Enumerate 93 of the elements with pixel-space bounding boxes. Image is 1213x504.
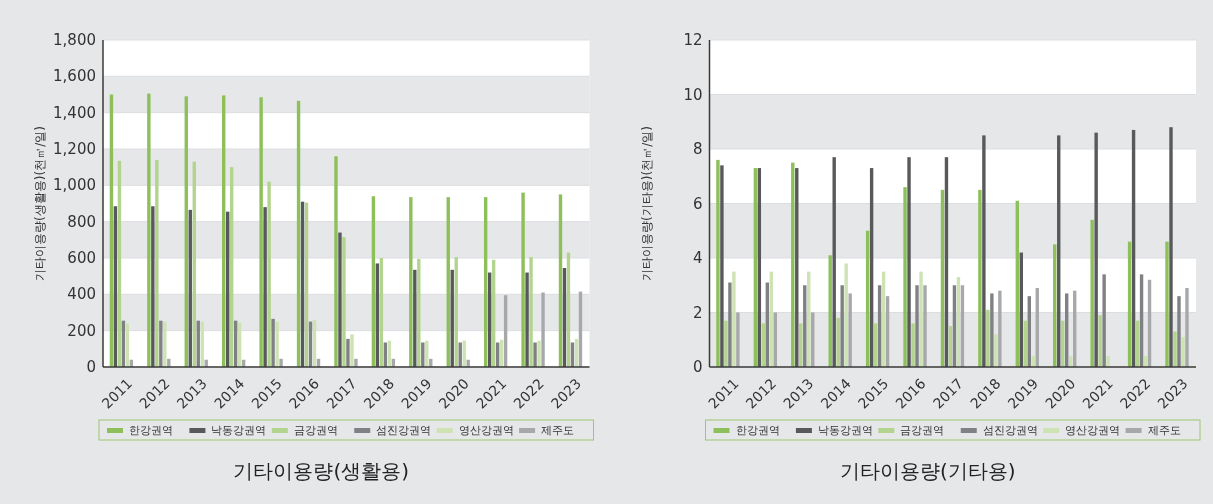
text: 기타이용량(생활용) [233, 459, 410, 483]
bar [533, 342, 537, 367]
bar [998, 290, 1002, 367]
bar [541, 292, 545, 367]
bar [1098, 315, 1102, 367]
y-tick-label: 2 [692, 303, 703, 322]
y-tick-label: 1,200 [53, 140, 96, 158]
bar [275, 321, 279, 367]
bar [1185, 287, 1189, 367]
y-tick-label: 600 [67, 249, 96, 267]
bar [525, 272, 529, 367]
legend-label: 한강권역 [129, 424, 173, 437]
bar [915, 285, 919, 367]
text: 기타이용량(기타용) [839, 459, 1016, 483]
bar [338, 232, 342, 367]
legend-label: 한강권역 [735, 424, 780, 437]
legend-label: 영산강권역 [458, 424, 514, 437]
bar [728, 282, 732, 367]
bar [409, 197, 413, 367]
bar [155, 159, 159, 367]
bar [1169, 127, 1173, 367]
bar [1165, 241, 1169, 367]
bar [907, 157, 911, 367]
y-axis-title: 기타이용량(생활용)(천㎥/일) [33, 126, 47, 281]
bar [994, 334, 998, 367]
y-axis-title: 기타이용량(기타용)(천㎥/일) [639, 126, 654, 281]
legend-label: 낙동강권역 [817, 424, 873, 437]
bar [529, 257, 533, 367]
legend-label: 섬진강권역 [376, 424, 432, 437]
bar [263, 207, 267, 367]
bar [1094, 132, 1098, 367]
legend-label: 금강권역 [293, 424, 338, 437]
legend-label: 제주도 [541, 424, 575, 437]
bar [1106, 356, 1110, 367]
bar [147, 93, 151, 367]
legend-label: 금강권역 [900, 424, 945, 437]
bar [848, 293, 852, 367]
bar [836, 317, 840, 367]
bar [350, 334, 354, 367]
bar [334, 156, 338, 367]
y-tick-label: 0 [692, 358, 703, 376]
bar [354, 358, 358, 367]
bar [1177, 296, 1181, 367]
bar [716, 159, 720, 367]
bar [279, 358, 283, 367]
y-tick-label: 1,800 [53, 31, 96, 49]
y-tick-label: 12 [683, 31, 703, 49]
legend-label: 제주도 [1147, 424, 1181, 437]
bar [521, 192, 525, 367]
legend-label: 영산강권역 [1065, 424, 1121, 437]
bar [919, 271, 923, 367]
bar [1181, 337, 1185, 367]
y-tick-label: 1,600 [53, 67, 96, 86]
y-tick-label: 200 [67, 321, 96, 340]
bar [1102, 274, 1106, 367]
bar [736, 312, 740, 367]
bar [1090, 219, 1094, 367]
y-tick-label: 1,400 [53, 103, 96, 122]
bar [911, 323, 915, 367]
bar [159, 320, 163, 367]
bar [844, 263, 848, 367]
y-tick-label: 1,000 [53, 176, 96, 195]
bar [346, 338, 350, 367]
bar [342, 237, 346, 367]
bar [978, 189, 982, 367]
bar [1173, 331, 1177, 367]
bar [167, 358, 171, 367]
bar [986, 309, 990, 367]
bar [903, 187, 907, 367]
y-tick-label: 800 [67, 212, 96, 231]
bar [267, 181, 271, 367]
bar [259, 97, 263, 367]
y-tick-label: 0 [86, 358, 96, 376]
y-tick-label: 6 [692, 194, 703, 213]
bar [982, 135, 986, 367]
y-tick-label: 4 [692, 249, 703, 267]
bar [923, 285, 927, 367]
bar [840, 285, 844, 367]
bar [537, 340, 541, 367]
bar [720, 165, 724, 367]
bar [163, 321, 167, 367]
y-tick-label: 10 [683, 85, 703, 104]
bar [271, 318, 275, 367]
y-tick-label: 8 [692, 140, 703, 158]
bar [413, 269, 417, 367]
bar [724, 320, 728, 367]
bar [990, 293, 994, 367]
bar [732, 271, 736, 367]
legend-label: 낙동강권역 [211, 424, 267, 437]
bar [832, 157, 836, 367]
legend-label: 섬진강권역 [982, 424, 1038, 437]
bar [151, 206, 155, 367]
y-tick-label: 400 [67, 285, 96, 304]
